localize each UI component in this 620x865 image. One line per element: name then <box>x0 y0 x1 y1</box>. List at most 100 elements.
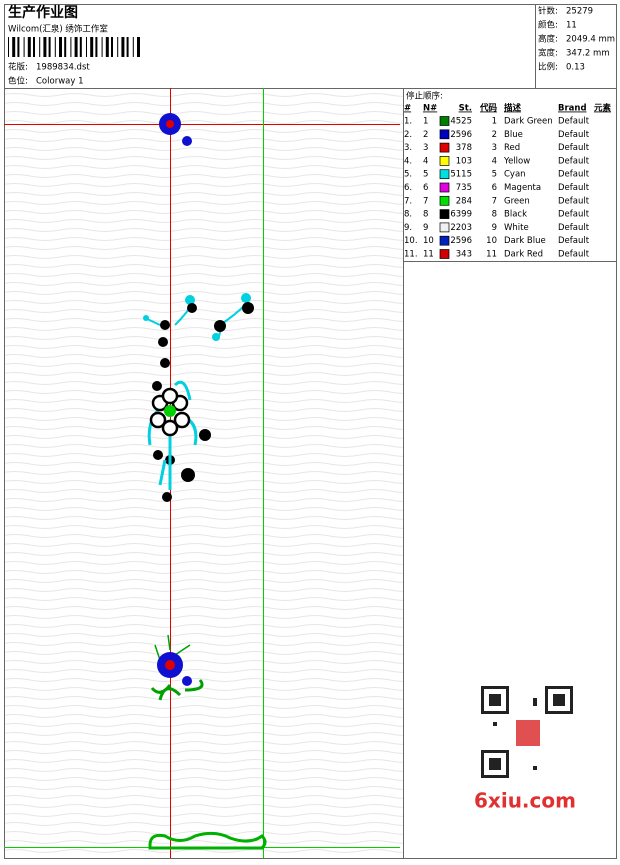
column-header: 代码 <box>479 103 498 114</box>
barcode <box>8 37 140 57</box>
stitches: 6399 <box>450 210 472 220</box>
column-header: N# <box>423 104 437 114</box>
bar <box>74 37 78 57</box>
qr-finder <box>489 758 501 770</box>
stitches: 378 <box>456 143 472 153</box>
info-value: 25279 <box>566 7 593 17</box>
info-value: 2049.4 mm <box>566 35 615 45</box>
needle: 1 <box>423 117 428 127</box>
colorway-label: 色位: <box>8 76 28 87</box>
colorway: Colorway 1 <box>36 77 84 87</box>
code: 3 <box>492 143 497 153</box>
needle: 11 <box>423 250 434 260</box>
color-swatch <box>439 222 450 233</box>
info-label: 比例: <box>538 62 558 73</box>
info-label: 颜色: <box>538 20 558 31</box>
code: 1 <box>492 117 497 127</box>
bar <box>105 37 109 57</box>
color-swatch <box>439 249 450 259</box>
brand: Default <box>558 196 590 206</box>
stitches: 284 <box>456 196 472 206</box>
code: 6 <box>492 183 497 193</box>
needle: 7 <box>423 196 428 206</box>
bar <box>48 37 51 57</box>
studio: Wilcom(汇泉) 绣饰工作室 <box>8 24 108 35</box>
color-swatch <box>439 142 450 153</box>
bar <box>79 37 82 57</box>
color-swatch <box>439 209 450 219</box>
description: Green <box>504 196 530 206</box>
info-value: 347.2 mm <box>566 49 610 59</box>
column-header: 元素 <box>594 103 612 114</box>
qr-finder <box>481 686 509 714</box>
bar <box>111 37 113 57</box>
stitches: 735 <box>456 183 472 193</box>
column-header: 描述 <box>504 103 522 114</box>
color-swatch <box>439 169 450 180</box>
needle: 5 <box>423 170 428 180</box>
qr-logo <box>516 720 540 746</box>
qr-code <box>471 680 583 785</box>
row-number: 9. <box>404 223 412 233</box>
description: Blue <box>504 130 523 140</box>
bar <box>39 37 41 57</box>
description: Yellow <box>503 156 530 166</box>
description: Dark Blue <box>504 236 546 246</box>
needle: 9 <box>423 223 428 233</box>
bar <box>27 37 31 57</box>
row-number: 1. <box>404 117 412 127</box>
stitches: 2596 <box>450 236 472 246</box>
brand: Default <box>558 170 590 180</box>
color-swatch <box>439 235 450 246</box>
qr-finder <box>553 694 565 706</box>
brand: Default <box>558 130 590 140</box>
code: 5 <box>492 170 497 180</box>
qr-cell <box>533 766 537 770</box>
brand: Default <box>558 143 590 153</box>
code: 9 <box>492 223 497 233</box>
row-number: 5. <box>404 170 412 180</box>
stitches: 2203 <box>450 223 472 233</box>
watermark: 6xiu.com <box>474 789 576 813</box>
stitches: 103 <box>456 156 472 166</box>
description: Red <box>504 143 520 153</box>
row-number: 11. <box>404 250 418 260</box>
needle: 10 <box>423 236 434 246</box>
row-number: 3. <box>404 143 412 153</box>
stitches: 2596 <box>450 130 472 140</box>
bar <box>86 37 87 57</box>
qr-finder <box>545 686 573 714</box>
table-title: 停止顺序: <box>406 91 443 102</box>
brand: Default <box>558 223 590 233</box>
needle: 4 <box>423 156 428 166</box>
brand: Default <box>558 156 590 166</box>
code: 2 <box>492 130 497 140</box>
column-header: Brand <box>558 104 587 114</box>
bar <box>117 37 119 57</box>
color-swatch <box>439 195 450 206</box>
needle: 8 <box>423 210 428 220</box>
description: Dark Green <box>504 117 553 127</box>
fabric-bg <box>4 88 403 858</box>
row-number: 2. <box>404 130 412 140</box>
bar <box>33 37 35 57</box>
stitches: 5115 <box>450 170 472 180</box>
needle: 3 <box>423 143 428 153</box>
bar <box>12 37 16 57</box>
bar <box>101 37 103 57</box>
row-number: 7. <box>404 196 412 206</box>
code: 8 <box>492 210 497 220</box>
row-number: 4. <box>404 156 412 166</box>
qr-finder <box>489 694 501 706</box>
design <box>4 88 400 858</box>
bar <box>54 37 56 57</box>
info-value: 11 <box>566 21 577 31</box>
stitches: 4525 <box>450 117 472 127</box>
brand: Default <box>558 117 590 127</box>
color-swatch <box>439 129 450 140</box>
column-header: # <box>404 104 411 114</box>
qr-finder <box>481 750 509 778</box>
description: Black <box>504 210 527 220</box>
